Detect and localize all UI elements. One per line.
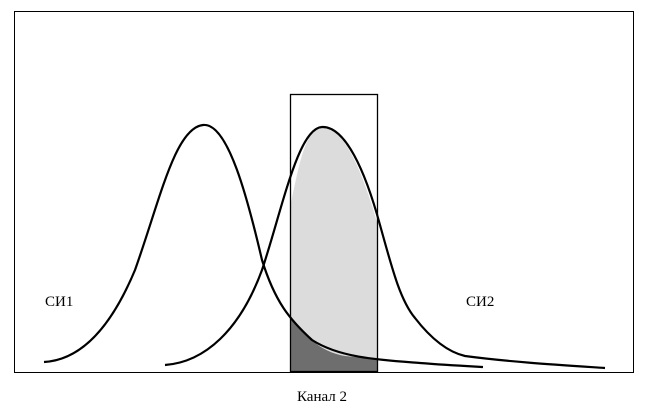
channel-window xyxy=(289,93,379,373)
label-source-2: СИ2 xyxy=(466,294,494,310)
curve-source-2 xyxy=(164,125,606,370)
label-source-1: СИ1 xyxy=(45,294,73,310)
curve-source-1 xyxy=(43,123,484,369)
diagram-frame xyxy=(14,11,634,373)
channel-window-fill xyxy=(290,126,377,373)
overlap-region xyxy=(290,318,377,372)
label-channel: Канал 2 xyxy=(297,389,347,405)
